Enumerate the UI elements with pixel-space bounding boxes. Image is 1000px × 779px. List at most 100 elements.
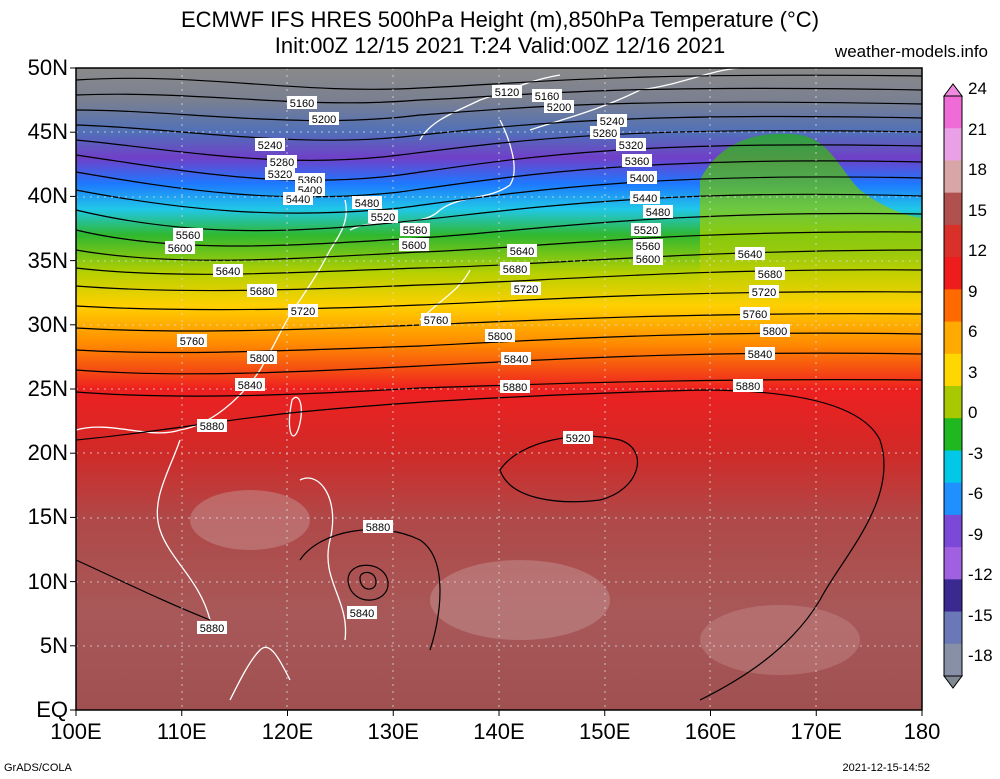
svg-text:5760: 5760	[180, 336, 204, 348]
contour-label: 5320	[616, 138, 646, 152]
contour-label: 5760	[177, 334, 207, 348]
svg-text:5720: 5720	[514, 284, 538, 296]
lat-label: 45N	[27, 119, 68, 145]
contour-label: 5320	[265, 167, 295, 181]
colorbar-tick-label: -15	[968, 605, 993, 625]
svg-text:5520: 5520	[371, 212, 395, 224]
colorbar	[943, 83, 963, 689]
svg-text:5720: 5720	[752, 287, 776, 299]
svg-text:5720: 5720	[291, 306, 315, 318]
lon-label: 130E	[367, 719, 419, 744]
contour-label: 5880	[197, 621, 227, 635]
colorbar-tick-label: 15	[968, 200, 987, 220]
svg-text:5600: 5600	[402, 240, 426, 252]
lat-label: 10N	[27, 568, 68, 594]
colorbar-swatch	[944, 514, 962, 548]
svg-text:5640: 5640	[510, 246, 534, 258]
svg-text:5200: 5200	[312, 114, 336, 126]
contour-label: 5480	[352, 196, 382, 210]
contour-label: 5800	[247, 351, 277, 365]
colorbar-swatch	[944, 353, 962, 387]
svg-text:5560: 5560	[176, 230, 200, 242]
svg-text:5880: 5880	[503, 382, 527, 394]
site-credit: weather-models.info	[834, 42, 988, 61]
contour-label: 5840	[745, 347, 775, 361]
contour-label: 5840	[501, 352, 531, 366]
colorbar-swatch	[944, 192, 962, 226]
svg-text:5240: 5240	[258, 140, 282, 152]
svg-text:5680: 5680	[250, 286, 274, 298]
svg-text:5800: 5800	[763, 326, 787, 338]
contour-label: 5920	[563, 431, 593, 445]
colorbar-tick-label: 9	[968, 281, 978, 301]
colorbar-swatch	[944, 96, 962, 129]
svg-text:5440: 5440	[286, 194, 310, 206]
contour-label: 5640	[213, 264, 243, 278]
svg-text:5840: 5840	[504, 354, 528, 366]
svg-text:5600: 5600	[636, 254, 660, 266]
colorbar-tick-label: 3	[968, 362, 978, 382]
lon-label: 160E	[684, 719, 737, 744]
contour-label: 5440	[630, 191, 660, 205]
lat-label: EQ	[36, 697, 68, 722]
svg-text:5920: 5920	[566, 433, 590, 445]
colorbar-tick-label: 24	[968, 79, 987, 98]
colorbar-frame	[943, 95, 963, 677]
contour-label: 5800	[485, 329, 515, 343]
contour-label: 5200	[309, 112, 339, 126]
svg-text:5560: 5560	[403, 225, 427, 237]
contour-label: 5880	[197, 419, 227, 433]
svg-text:5880: 5880	[200, 623, 224, 635]
lon-label: 110E	[156, 719, 207, 744]
svg-text:5440: 5440	[633, 193, 657, 205]
svg-text:5280: 5280	[593, 128, 617, 140]
colorbar-swatch	[944, 224, 962, 258]
lat-label: 30N	[27, 311, 68, 337]
colorbar-swatch	[944, 547, 962, 580]
svg-text:5840: 5840	[350, 608, 374, 620]
colorbar-swatch	[944, 160, 962, 194]
contour-label: 5680	[755, 267, 785, 281]
colorbar-tick-label: -18	[968, 646, 993, 665]
svg-text:5880: 5880	[736, 381, 760, 393]
svg-text:5120: 5120	[495, 87, 519, 99]
tropical-patch	[190, 490, 310, 550]
axis-ticks	[70, 67, 923, 716]
colorbar-tick-label: 6	[968, 322, 978, 341]
svg-text:5640: 5640	[738, 249, 762, 261]
colorbar-bottom-arrow	[943, 675, 963, 689]
svg-text:5760: 5760	[424, 315, 448, 327]
lon-label: 170E	[790, 719, 842, 744]
svg-text:5800: 5800	[488, 331, 512, 343]
chart-title-line2: Init:00Z 12/15 2021 T:24 Valid:00Z 12/16…	[274, 33, 726, 58]
contour-label: 5240	[255, 138, 285, 152]
contour-label: 5120	[492, 85, 522, 99]
colorbar-tick-label: 0	[968, 403, 978, 422]
lat-label: 50N	[27, 55, 68, 80]
colorbar-swatch	[944, 257, 962, 290]
svg-text:5160: 5160	[290, 98, 314, 110]
contour-label: 5240	[597, 114, 627, 128]
svg-text:5200: 5200	[547, 102, 571, 114]
svg-text:5640: 5640	[216, 266, 240, 278]
footer-software: GrADS/COLA	[4, 762, 72, 774]
lon-label: 180	[903, 719, 941, 744]
contour-label: 5520	[631, 223, 661, 237]
svg-text:5280: 5280	[270, 157, 294, 169]
lat-label: 35N	[27, 247, 68, 273]
svg-text:5320: 5320	[619, 140, 643, 152]
svg-text:5600: 5600	[168, 243, 192, 255]
svg-text:5320: 5320	[268, 169, 292, 181]
svg-text:5880: 5880	[200, 421, 224, 433]
lon-label: 100E	[50, 719, 102, 744]
colorbar-swatch	[944, 128, 962, 161]
contour-label: 5560	[633, 239, 663, 253]
svg-text:5800: 5800	[250, 353, 274, 365]
contour-label: 5840	[235, 378, 265, 392]
colorbar-tick-label: -12	[968, 565, 993, 584]
contour-label: 5560	[173, 228, 203, 242]
colorbar-swatch	[944, 386, 962, 419]
svg-text:5760: 5760	[743, 309, 767, 321]
colorbar-swatch	[944, 289, 962, 323]
